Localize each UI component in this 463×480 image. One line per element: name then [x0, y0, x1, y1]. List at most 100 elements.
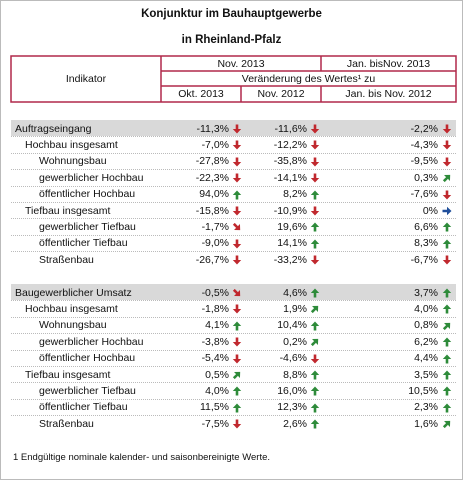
cell-value: -4,6%: [279, 352, 307, 365]
cell-value: -7,0%: [201, 138, 229, 151]
row-label: Hochbau insgesamt: [25, 302, 118, 315]
row-label: Tiefbau insgesamt: [25, 368, 111, 381]
row-separator: [11, 202, 456, 203]
trend-arrow: [442, 175, 451, 183]
cell-value: 14,1%: [277, 237, 307, 250]
cell-value: 0,3%: [414, 171, 438, 184]
row-label: öffentlicher Hochbau: [39, 188, 136, 201]
cell-value: 8,8%: [283, 368, 307, 381]
footnote: 1 Endgültige nominale kalender- und sais…: [13, 452, 271, 463]
cell-value: 16,0%: [277, 384, 307, 397]
trend-arrow: [310, 239, 320, 249]
row-separator: [11, 382, 456, 384]
cell-value: 0,2%: [283, 335, 307, 348]
row-label: Hochbau insgesamt: [25, 138, 118, 151]
trend-arrow: [232, 304, 242, 314]
row-separator: [11, 300, 456, 302]
cell-value: 1,9%: [283, 302, 307, 315]
cell-value: 19,6%: [277, 220, 307, 233]
row-separator: [11, 398, 456, 400]
row-separator: [11, 169, 456, 171]
row-separator: [11, 152, 456, 154]
row-label: Straßenbau: [39, 417, 94, 430]
row-label: gewerblicher Hochbau: [39, 335, 144, 348]
cell-value: -12,2%: [273, 138, 307, 151]
trend-arrow: [442, 288, 452, 298]
trend-arrow: [310, 386, 320, 396]
row-separator: [11, 349, 456, 351]
cell-value: 11,5%: [200, 401, 229, 414]
cell-value: 2,6%: [283, 417, 307, 430]
trend-arrow: [232, 288, 241, 297]
trend-arrow: [310, 157, 320, 167]
section-band: [11, 120, 456, 137]
row-separator: [11, 251, 456, 253]
cell-value: -11,3%: [196, 122, 230, 135]
header-column: Jan. bis Nov. 2012: [345, 88, 432, 100]
trend-arrow: [310, 354, 320, 364]
trend-arrow: [310, 419, 320, 429]
cell-value: -7,5%: [201, 417, 229, 430]
trend-arrow: [232, 337, 242, 347]
cell-value: -4,3%: [410, 138, 438, 151]
cell-value: 2,3%: [414, 401, 438, 414]
cell-value: 0%: [422, 204, 438, 217]
cell-value: 6,2%: [414, 335, 438, 348]
cell-value: 12,3%: [277, 401, 307, 414]
cell-value: 0,5%: [205, 368, 229, 381]
trend-arrow: [442, 140, 452, 150]
cell-value: 10,4%: [277, 319, 307, 332]
trend-arrow: [232, 223, 241, 231]
trend-arrow: [232, 371, 241, 380]
header-grid: [10, 55, 457, 103]
cell-value: -1,8%: [201, 302, 229, 315]
cell-value: 8,2%: [283, 188, 307, 201]
cell-value: 4,6%: [283, 286, 307, 299]
cell-value: 3,5%: [414, 368, 438, 381]
row-label: öffentlicher Tiefbau: [39, 237, 128, 250]
cell-value: -10,9%: [273, 204, 307, 217]
trend-arrow: [310, 190, 320, 200]
trend-arrow: [232, 206, 242, 216]
row-label: öffentlicher Tiefbau: [39, 401, 128, 414]
trend-arrow: [232, 173, 242, 183]
trend-arrow: [310, 403, 320, 413]
header-period: Jan. bisNov. 2013: [346, 58, 431, 70]
trend-arrow: [232, 386, 242, 396]
section-band: [11, 284, 456, 301]
row-label: gewerblicher Tiefbau: [39, 384, 136, 397]
trend-arrow: [442, 239, 452, 249]
cell-value: 0,8%: [414, 319, 438, 332]
trend-arrow: [442, 403, 452, 413]
cell-value: -14,1%: [273, 171, 307, 184]
trend-arrow: [232, 190, 242, 200]
row-separator: [11, 333, 456, 335]
trend-arrow: [232, 419, 242, 429]
row-separator: [11, 185, 456, 187]
trend-arrow: [232, 140, 242, 150]
trend-arrow: [232, 354, 242, 364]
trend-arrow: [442, 304, 452, 314]
header-indicator: Indikator: [65, 73, 107, 85]
trend-arrow: [442, 157, 452, 167]
header-period: Nov. 2013: [217, 58, 265, 70]
section-label: Baugewerblicher Umsatz: [15, 286, 132, 299]
row-label: Wohnungsbau: [39, 319, 107, 332]
cell-value: -0,5%: [201, 286, 229, 299]
cell-value: -15,8%: [195, 204, 229, 217]
trend-arrow: [232, 321, 242, 331]
trend-arrow: [232, 124, 242, 134]
trend-arrow: [442, 255, 452, 265]
subtitle: in Rheinland-Pfalz: [181, 34, 282, 46]
row-separator: [11, 415, 456, 417]
cell-value: -27,8%: [195, 155, 229, 168]
trend-arrow: [442, 421, 451, 429]
cell-value: 4,0%: [205, 384, 229, 397]
cell-value: 94,0%: [199, 188, 229, 201]
section-label: Auftragseingang: [15, 122, 92, 135]
cell-value: 1,6%: [414, 417, 438, 430]
trend-arrow: [442, 222, 452, 232]
trend-arrow: [232, 239, 242, 249]
trend-arrow: [442, 190, 452, 200]
trend-arrow: [310, 321, 320, 331]
